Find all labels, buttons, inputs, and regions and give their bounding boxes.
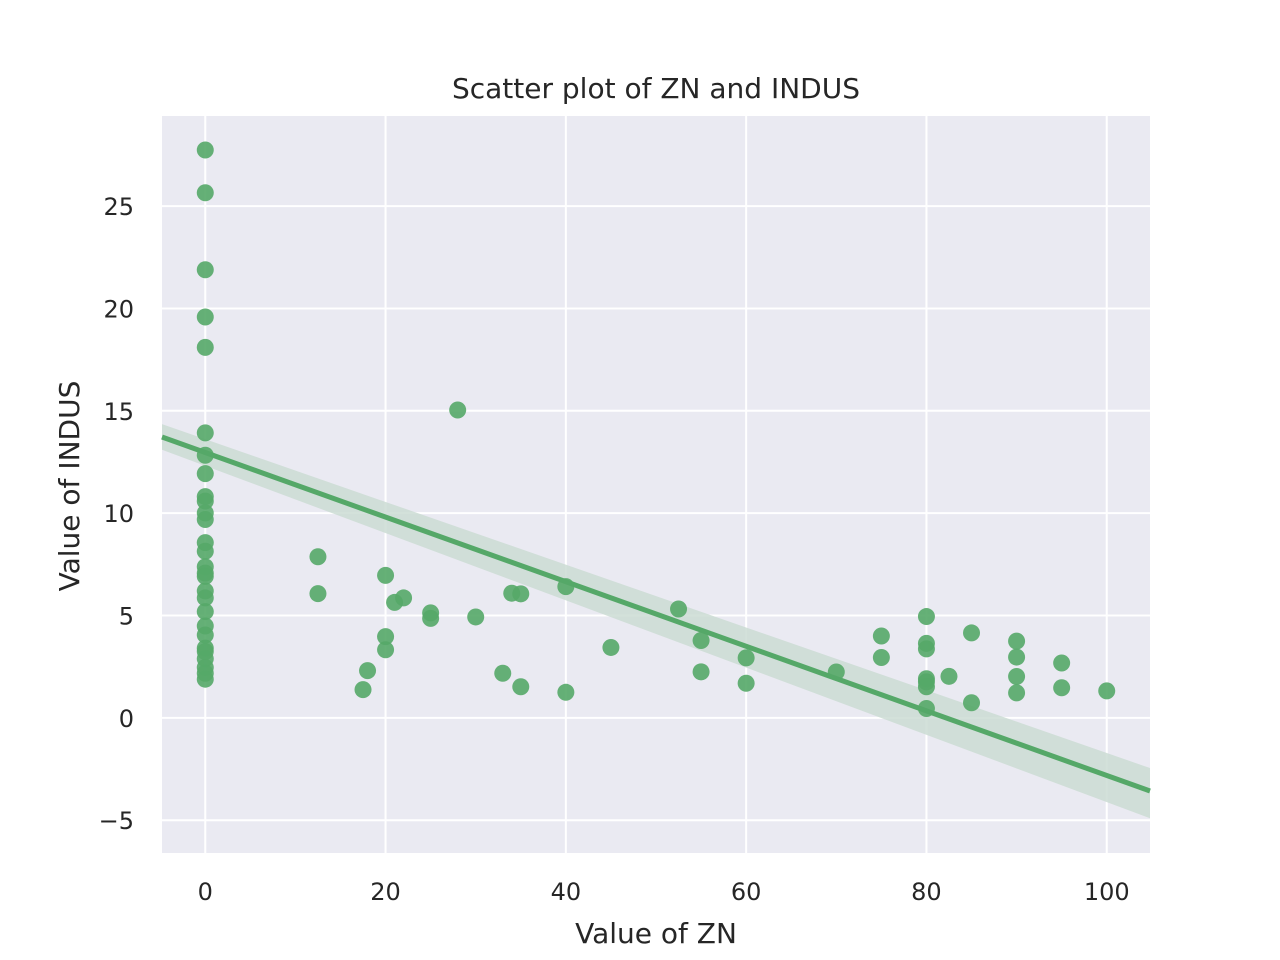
chart-title: Scatter plot of ZN and INDUS: [452, 72, 860, 105]
x-tick-label: 20: [370, 878, 401, 906]
data-point: [359, 662, 377, 680]
data-point: [196, 589, 214, 607]
regression-line-group: [161, 434, 1151, 794]
data-point: [963, 694, 981, 712]
data-point: [917, 608, 935, 626]
y-axis-label: Value of INDUS: [53, 381, 86, 592]
data-point: [449, 401, 467, 419]
data-point: [196, 670, 214, 688]
data-point: [1008, 668, 1026, 686]
data-point: [692, 631, 710, 649]
y-tick-label: −5: [99, 807, 134, 835]
data-point: [512, 678, 530, 696]
y-tick-label: 20: [103, 295, 134, 323]
data-point: [196, 261, 214, 279]
x-tick-label: 100: [1084, 878, 1130, 906]
confidence-band: [162, 424, 1150, 819]
x-axis-label: Value of ZN: [575, 917, 737, 950]
data-point: [377, 628, 395, 646]
data-point: [963, 624, 981, 642]
data-point: [422, 609, 440, 627]
data-point: [872, 648, 890, 666]
data-point: [196, 567, 214, 585]
data-point: [917, 640, 935, 658]
data-point: [395, 589, 413, 607]
data-point: [940, 667, 958, 685]
data-point: [196, 308, 214, 326]
x-tick-label: 80: [911, 878, 942, 906]
data-point: [377, 566, 395, 584]
data-point: [1008, 648, 1026, 666]
data-point: [196, 465, 214, 483]
data-point: [309, 548, 327, 566]
data-point: [737, 649, 755, 667]
data-point: [872, 627, 890, 645]
data-points: [196, 141, 1116, 717]
data-point: [512, 585, 530, 603]
y-tick-label: 10: [103, 500, 134, 528]
data-point: [196, 424, 214, 442]
data-point: [1008, 684, 1026, 702]
data-point: [1053, 679, 1071, 697]
data-point: [917, 678, 935, 696]
y-tick-label: 0: [119, 705, 134, 733]
data-point: [196, 184, 214, 202]
x-tick-labels: 0 20 40 60 80 100: [198, 878, 1130, 906]
data-point: [196, 542, 214, 560]
data-point: [196, 626, 214, 644]
data-point: [354, 681, 372, 699]
data-point: [196, 511, 214, 529]
x-tick-label: 40: [551, 878, 582, 906]
data-point: [377, 641, 395, 659]
grid: [162, 116, 1150, 853]
y-tick-label: 25: [103, 193, 134, 221]
data-point: [494, 664, 512, 682]
data-point: [309, 585, 327, 603]
y-tick-label: 5: [119, 603, 134, 631]
data-point: [467, 608, 485, 626]
confidence-band-area: [162, 424, 1150, 819]
data-point: [196, 141, 214, 159]
data-point: [737, 674, 755, 692]
y-tick-label: 15: [103, 398, 134, 426]
data-point: [196, 338, 214, 356]
regression-line: [161, 434, 1151, 794]
data-point: [692, 663, 710, 681]
x-tick-label: 60: [731, 878, 762, 906]
data-point: [1008, 632, 1026, 650]
x-tick-label: 0: [198, 878, 213, 906]
data-point: [1053, 654, 1071, 672]
data-point: [670, 600, 688, 618]
data-point: [1098, 682, 1116, 700]
data-point: [557, 683, 575, 701]
y-tick-labels: −5 0 5 10 15 20 25: [99, 193, 134, 835]
data-point: [196, 603, 214, 621]
data-point: [196, 492, 214, 510]
data-point: [602, 638, 620, 656]
